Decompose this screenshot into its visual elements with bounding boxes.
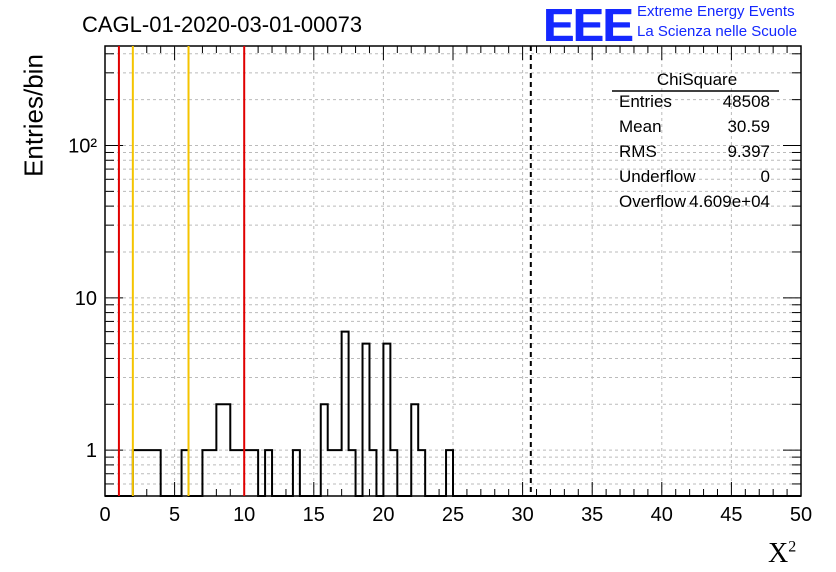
stats-header: ChiSquare bbox=[656, 70, 738, 89]
stats-value: 9.397 bbox=[727, 142, 770, 161]
y-tick-label: 1 bbox=[86, 440, 97, 462]
x-axis-label-sup: 2 bbox=[788, 538, 797, 556]
stats-row-mean: Mean 30.59 bbox=[612, 117, 782, 142]
x-tick-label: 5 bbox=[169, 504, 180, 526]
stats-value: 48508 bbox=[722, 92, 770, 111]
x-tick-label: 15 bbox=[303, 504, 325, 526]
x-axis-label-base: X bbox=[768, 538, 789, 569]
x-tick-label: 50 bbox=[790, 504, 812, 526]
y-tick-label: 10 bbox=[75, 288, 97, 310]
x-tick-label: 20 bbox=[372, 504, 394, 526]
stats-key: Entries bbox=[619, 92, 672, 111]
stats-key: Mean bbox=[619, 117, 662, 136]
x-tick-label: 35 bbox=[581, 504, 603, 526]
stats-value: 4.609e+04 bbox=[689, 192, 770, 211]
stats-box: ChiSquare Entries 48508 Mean 30.59 RMS 9.39… bbox=[612, 70, 782, 217]
y-axis-label: Entries/bin bbox=[18, 54, 49, 177]
stats-key: Overflow bbox=[619, 192, 687, 211]
y-tick-label: 10² bbox=[68, 135, 97, 157]
x-tick-label: 45 bbox=[720, 504, 742, 526]
stats-row-rms: RMS 9.397 bbox=[612, 142, 782, 167]
x-tick-label: 0 bbox=[99, 504, 110, 526]
x-axis-label: X2 bbox=[768, 538, 796, 570]
stats-row-overflow: Overflow 4.609e+04 bbox=[612, 192, 782, 217]
x-tick-label: 25 bbox=[442, 504, 464, 526]
eee-logo: EEE bbox=[543, 0, 633, 51]
stats-key: Underflow bbox=[619, 167, 696, 186]
x-tick-label: 30 bbox=[511, 504, 533, 526]
logo-line-2: La Scienza nelle Scuole bbox=[637, 23, 798, 40]
stats-value: 0 bbox=[760, 167, 770, 186]
x-tick-label: 10 bbox=[233, 504, 255, 526]
stats-key: RMS bbox=[619, 142, 657, 161]
stats-row-underflow: Underflow 0 bbox=[612, 167, 782, 192]
plot-title: CAGL-01-2020-03-01-00073 bbox=[82, 12, 363, 37]
stats-row-entries: Entries 48508 bbox=[612, 92, 782, 117]
x-tick-label: 40 bbox=[651, 504, 673, 526]
histogram-series bbox=[105, 330, 801, 497]
logo-line-1: Extreme Energy Events bbox=[637, 3, 795, 20]
stats-value: 30.59 bbox=[727, 117, 770, 136]
